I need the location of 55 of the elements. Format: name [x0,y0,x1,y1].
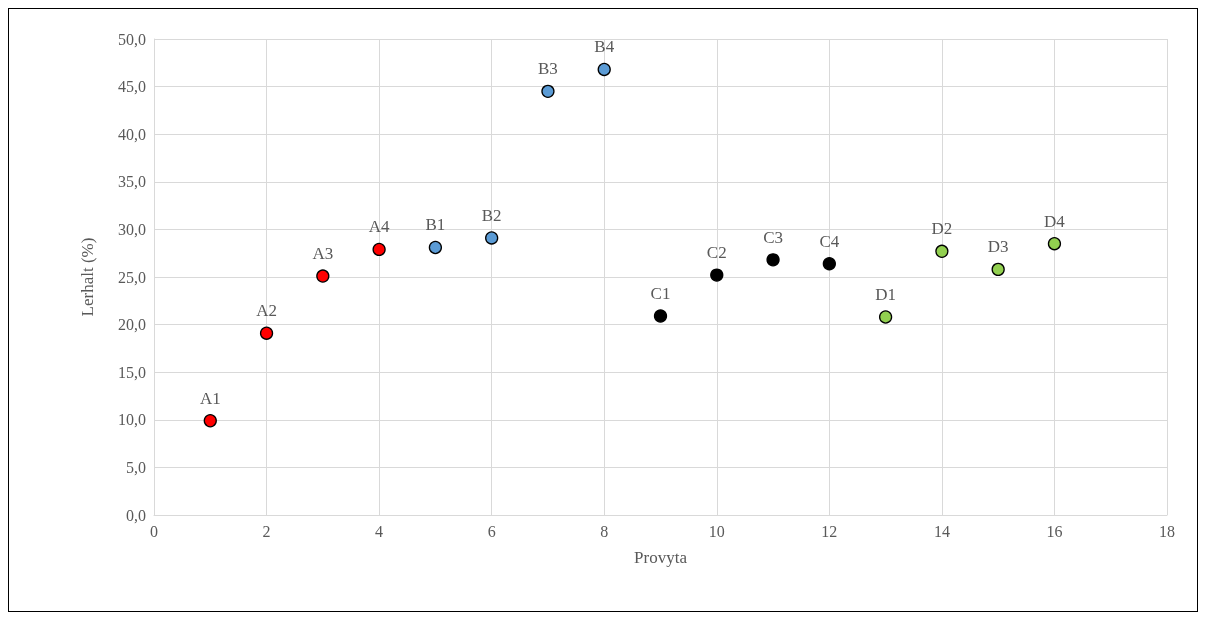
point [653,309,668,323]
annotation: D3 [987,237,1009,257]
y-tick-label: 25,0 [118,268,146,286]
y-tick-label: 40,0 [118,125,146,143]
x-tick-label: 10 [708,522,725,540]
x-tick-label: 18 [1159,522,1175,540]
point [822,257,836,271]
point [428,240,443,255]
annotation: C2 [706,243,727,263]
annotation: D2 [931,219,953,239]
x-tick-label: 0 [150,522,158,540]
y-tick-label: 0,0 [126,506,146,524]
y-tick-label: 15,0 [118,363,146,381]
point [878,310,893,324]
annotation: A2 [256,301,277,321]
x-tick-label: 14 [933,522,950,540]
point [1047,237,1062,251]
y-tick-label: 50,0 [118,30,146,48]
y-tick-label: 20,0 [118,316,146,334]
annotation: B2 [481,205,502,225]
point [259,326,274,340]
y-tick-label: 45,0 [118,78,146,96]
x-tick-label: 6 [487,522,496,540]
point [766,253,780,267]
annotation: B3 [538,59,558,79]
y-tick-label: 35,0 [118,173,146,191]
point [316,269,330,283]
x-tick-label: 8 [600,522,609,540]
annotation: A1 [199,388,221,408]
y-axis-title: Lerhalt (%) [78,237,97,317]
point [991,262,1005,277]
annotation: A4 [368,217,390,237]
annotation: C1 [650,284,671,304]
annotation: B1 [425,215,446,235]
point [203,414,217,428]
annotation: A3 [312,244,334,264]
annotation: D1 [875,284,896,304]
annotation: C3 [763,227,783,247]
annotation: C4 [819,231,840,251]
point [372,242,386,257]
x-axis-title: Provyta [634,548,688,567]
y-tick-label: 10,0 [118,411,146,429]
point [541,84,555,99]
x-tick-label: 16 [1046,522,1063,540]
annotation: B4 [594,37,615,57]
point [597,62,611,77]
annotation: D4 [1044,211,1066,231]
x-tick-label: 2 [262,522,271,540]
point [485,231,499,245]
x-tick-label: 12 [821,522,838,540]
x-tick-label: 4 [375,522,384,540]
point [710,268,724,282]
point [935,244,949,258]
y-tick-label: 5,0 [126,458,146,476]
y-tick-label: 30,0 [118,220,146,238]
